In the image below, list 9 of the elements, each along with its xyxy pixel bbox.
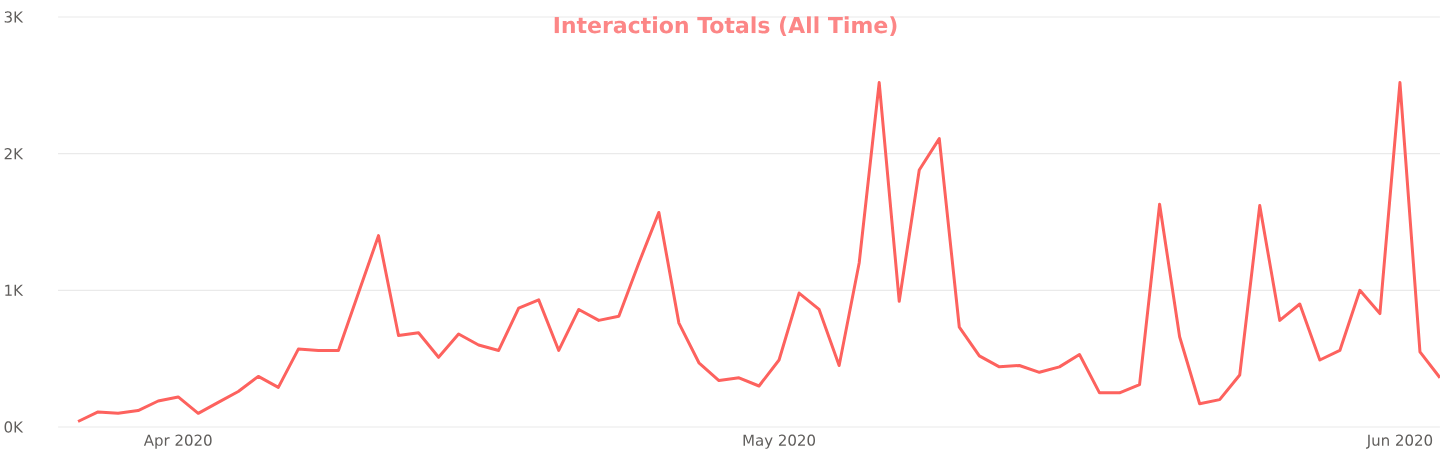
x-tick-label: May 2020 [743, 434, 816, 449]
line-series [76, 81, 1440, 424]
y-tick-label: 1K [5, 284, 24, 296]
x-tick-label: Apr 2020 [143, 434, 212, 449]
x-tick-label: Jun 2020 [1365, 434, 1433, 449]
y-tick-label: 3K [4, 11, 24, 23]
y-tick-label: 2K [4, 148, 24, 160]
y-tick-label: 0K [4, 421, 24, 433]
chart-title: Interaction Totals (All Time) [554, 16, 897, 36]
